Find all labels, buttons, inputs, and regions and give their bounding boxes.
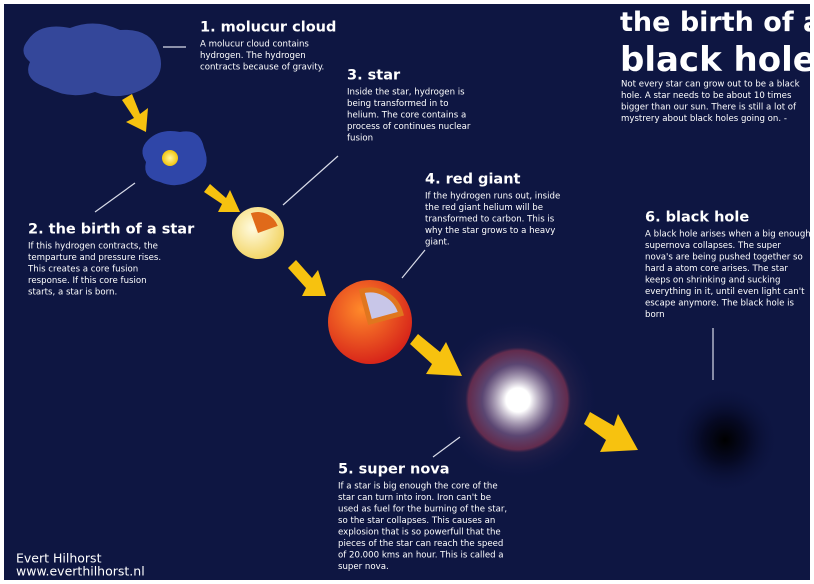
stage-title: 4. red giant	[425, 172, 521, 188]
stage-text: so the star collapses. This causes an	[338, 516, 495, 526]
stage-text: temparture and pressure rises.	[28, 253, 161, 263]
infographic: the birth of ablack holeNot every star c…	[0, 0, 814, 584]
stage-title: 2. the birth of a star	[28, 222, 195, 238]
title-line: the birth of a	[620, 7, 814, 38]
stage-text: This creates a core fusion	[27, 265, 138, 275]
stage-text: transformed to carbon. This is	[425, 215, 555, 225]
stage-text: supernova collapses. The super	[645, 241, 781, 251]
intro-line: Not every star can grow out to be a blac…	[621, 80, 800, 90]
stage-text: helium. The core contains a	[347, 111, 466, 121]
stage-text: escape anymore. The black hole is	[645, 299, 795, 309]
stage-text: pieces of the star can reach the speed	[338, 539, 503, 549]
stage-title: 1. molucur cloud	[200, 20, 336, 36]
stage-text: star can turn into iron. Iron can't be	[338, 493, 491, 503]
stage-title: 3. star	[347, 68, 401, 84]
stage-title: 5. super nova	[338, 462, 450, 478]
stage-text: hard a atom core arises. The star	[645, 264, 788, 274]
stage-text: contracts because of gravity.	[200, 63, 324, 73]
stage-text: Inside the star, hydrogen is	[347, 88, 465, 98]
intro-line: mystrery about black holes going on. -	[621, 114, 787, 124]
stage-text: being transformed in to	[347, 99, 449, 109]
stage-text: A black hole arises when a big enough	[645, 230, 811, 240]
stage-text: keeps on shrinking and sucking	[645, 276, 780, 286]
stage-text: explosion that is so powerfull that the	[338, 528, 501, 538]
intro-line: bigger than our sun. There is still a lo…	[621, 103, 797, 113]
stage-text: starts, a star is born.	[28, 288, 117, 298]
stage-text: fusion	[347, 134, 373, 144]
stage-text: born	[645, 310, 665, 320]
protostar	[162, 150, 178, 166]
stage-text: everything in it, until even light can't	[645, 287, 805, 297]
stage-text: super nova.	[338, 562, 389, 572]
stage-text: If this hydrogen contracts, the	[28, 242, 158, 252]
title-line: black hole	[620, 40, 814, 80]
stage-text: why the star grows to a heavy	[425, 226, 555, 236]
stage-text: A molucur cloud contains	[200, 40, 309, 50]
stage-text: If the hydrogen runs out, inside	[425, 192, 560, 202]
supernova	[438, 320, 598, 480]
stage-text: the red giant helium will be	[425, 203, 543, 213]
stage-title: 6. black hole	[645, 210, 749, 226]
stage-text: of 20.000 kms an hour. This is called a	[338, 551, 504, 561]
stage-text: If a star is big enough the core of the	[338, 482, 498, 492]
stage-text: response. If this core fusion	[28, 276, 147, 286]
stage-text: used as fuel for the burning of the star…	[338, 505, 507, 515]
stage-text: hydrogen. The hydrogen	[200, 51, 306, 61]
stage-text: process of continues nuclear	[347, 122, 471, 132]
stage-text: nova's are being pushed together so	[645, 253, 803, 263]
intro-line: hole. A star needs to be about 10 times	[621, 91, 792, 101]
molecular-cloud	[23, 23, 161, 96]
black-hole	[670, 385, 780, 495]
stage-text: giant.	[425, 238, 450, 248]
credit-url: www.everthilhorst.nl	[16, 564, 145, 579]
